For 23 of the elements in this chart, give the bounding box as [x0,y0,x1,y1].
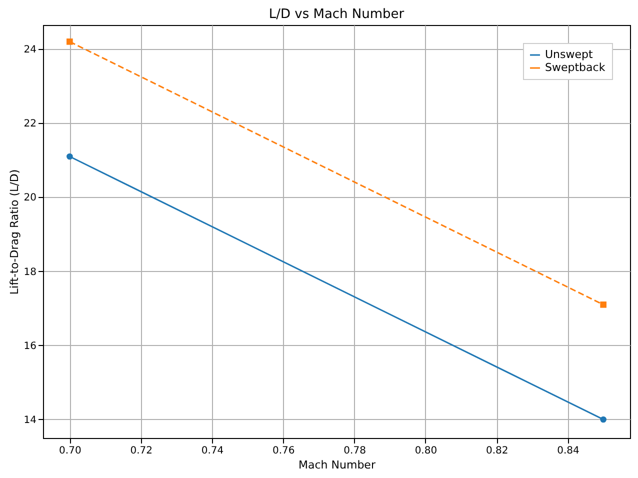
legend-label: Sweptback [545,61,606,74]
x-tick-label: 0.76 [272,446,295,456]
y-tick-label: 20 [24,192,36,204]
y-tick-label: 24 [24,44,36,56]
x-tick-label: 0.72 [130,446,152,456]
x-tick-label: 0.82 [486,446,508,456]
x-tick-label: 0.74 [201,446,224,456]
x-tick-label: 0.84 [557,446,580,456]
y-axis-title: Lift-to-Drag Ratio (L/D) [8,169,21,295]
x-tick-label: 0.80 [414,446,438,456]
y-tick-label: 18 [24,266,36,278]
y-tick-label: 16 [24,340,36,352]
y-tick-label: 14 [24,414,36,426]
point [600,301,606,308]
point [600,416,606,423]
chart-title: L/D vs Mach Number [268,7,405,22]
point [66,38,73,45]
legend-label: Unswept [545,48,594,61]
x-axis-title: Mach Number [298,458,376,472]
x-tick-label: 0.70 [59,446,82,456]
x-tick-label: 0.78 [344,446,366,456]
y-tick-label: 22 [24,118,36,130]
point [66,153,73,160]
